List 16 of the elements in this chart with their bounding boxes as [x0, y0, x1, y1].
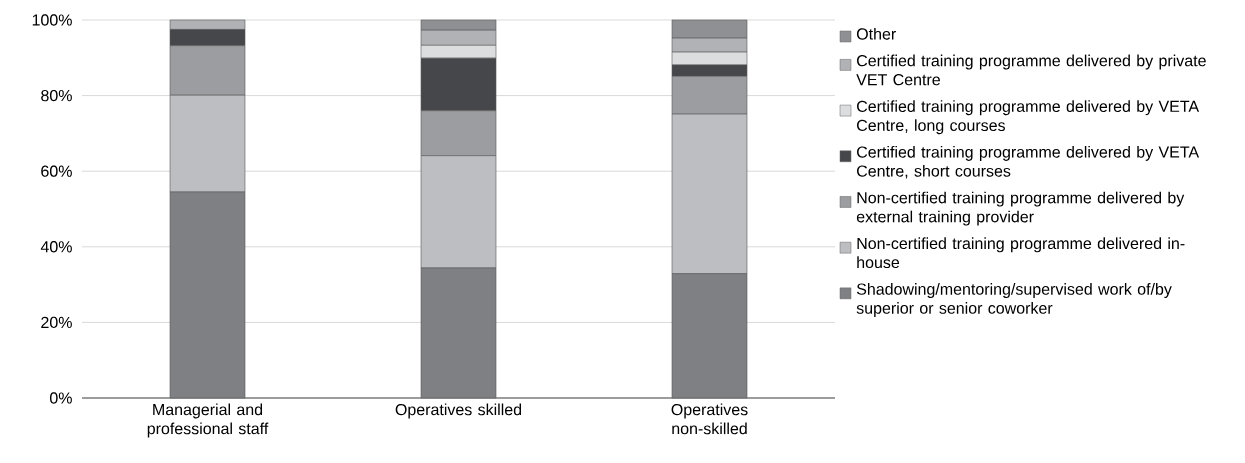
legend-label: Non-certified training programme delivered by external training provider	[856, 191, 1185, 226]
y-tick-label: 100%	[32, 14, 72, 26]
legend-label: Certified training programme delivered by VETA Centre, long courses	[857, 100, 1200, 135]
legend-label: Certified training programme delivered by private VET Centre	[856, 54, 1206, 86]
y-tick-label: 80%	[41, 89, 72, 102]
legend-label: Non-certified training programme delivered in-house	[857, 237, 1185, 269]
legend-label: Certified training programme delivered by VETA Centre, short courses	[857, 145, 1200, 179]
legend-label: Other	[856, 27, 896, 40]
x-tick-label: Operatives non-skilled	[671, 403, 748, 435]
y-tick-label: 40%	[40, 241, 72, 253]
x-tick-label: Managerial and professional staff	[147, 403, 269, 438]
y-tick-label: 60%	[41, 165, 72, 177]
y-tick-label: 20%	[41, 316, 72, 329]
legend-label: Shadowing/mentoring/supervised work of/by superior or senior coworker	[856, 283, 1172, 317]
x-tick-label: Operatives skilled	[395, 403, 522, 419]
y-tick-label: 0%	[49, 392, 72, 404]
